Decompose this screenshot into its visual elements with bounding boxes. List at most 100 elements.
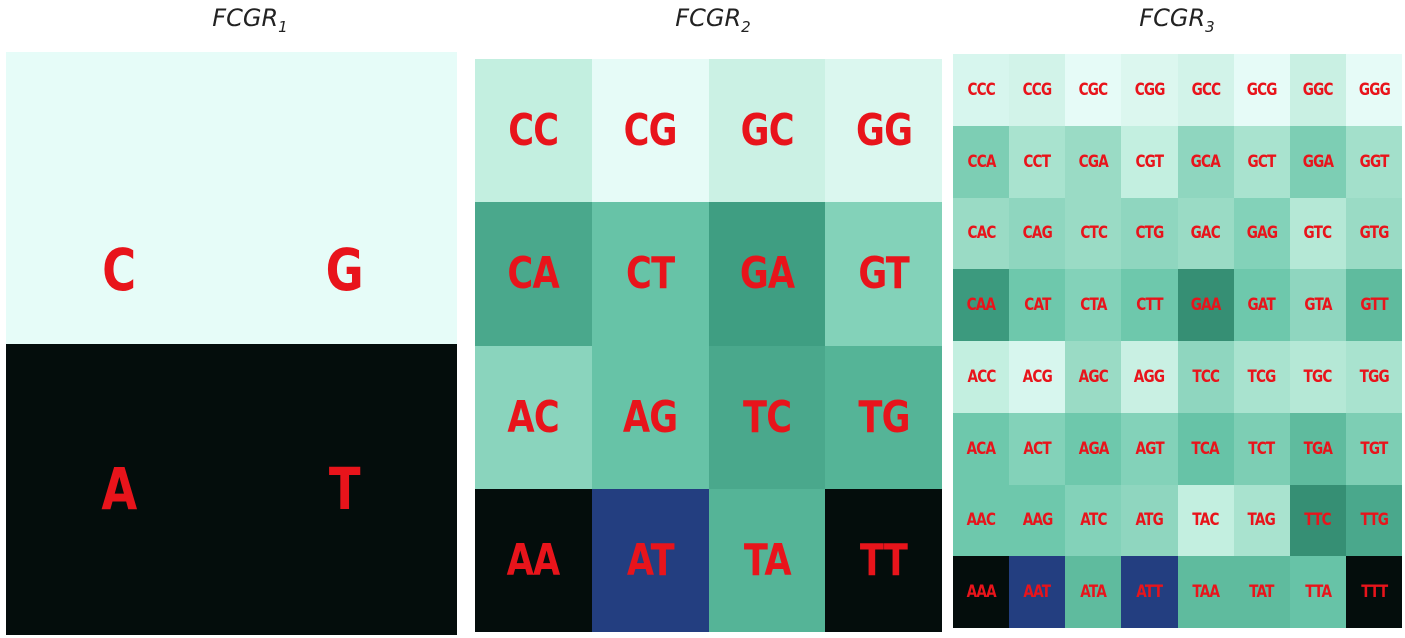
heatmap-cell-tcc: TCC <box>1177 341 1234 413</box>
cell-label-tgt: TGT <box>1360 438 1388 459</box>
cell-label-g: G <box>325 235 364 304</box>
heatmap-cell-gt: GT <box>825 202 942 346</box>
heatmap-cell-tgc: TGC <box>1289 341 1346 413</box>
cell-label-c: C <box>102 235 136 304</box>
cell-label-ctc: CTC <box>1079 223 1108 244</box>
cell-label-cat: CAT <box>1024 295 1051 316</box>
heatmap-cell-acc: ACC <box>953 341 1010 413</box>
heatmap-cell-gcc: GCC <box>1177 54 1234 126</box>
heatmap-cell-cac: CAC <box>953 197 1010 270</box>
heatmap-cell-tgt: TGT <box>1345 412 1402 485</box>
cell-label-aa: AA <box>506 534 561 586</box>
cell-label-gcc: GCC <box>1191 79 1221 100</box>
cell-label-ag: AG <box>622 391 678 443</box>
heatmap-cell-aca: ACA <box>953 412 1010 485</box>
fcgr2-title-text: FCGR <box>675 4 742 32</box>
cell-label-atc: ATC <box>1080 510 1107 531</box>
cell-label-cct: CCT <box>1023 151 1052 172</box>
heatmap-cell-ctc: CTC <box>1065 197 1122 270</box>
cell-label-ggc: GGC <box>1302 79 1334 100</box>
fcgr3-title: FCGR3 <box>1082 4 1272 36</box>
fcgr2-heatmap: CC CG GC GG CA CT GA GT AC AG TC TG AA AT TA TT <box>475 59 942 632</box>
cell-label-ctg: CTG <box>1135 223 1164 244</box>
cell-label-gta: GTA <box>1304 295 1332 316</box>
cell-label-cca: CCA <box>967 151 996 172</box>
cell-label-act: ACT <box>1023 438 1051 459</box>
heatmap-cell-cc: CC <box>475 59 592 203</box>
fcgr1-title-text: FCGR <box>212 4 279 32</box>
cell-label-ta: TA <box>743 534 791 586</box>
cell-label-tat: TAT <box>1249 582 1274 603</box>
fcgr2-title: FCGR2 <box>618 4 808 36</box>
heatmap-cell-gg: GG <box>825 59 942 203</box>
cell-label-tgc: TGC <box>1303 366 1333 387</box>
cell-label-aac: AAC <box>966 510 996 531</box>
cell-label-cg: CG <box>623 105 678 157</box>
cell-label-gga: GGA <box>1302 151 1334 172</box>
cell-label-acc: ACC <box>967 366 996 387</box>
heatmap-cell-tga: TGA <box>1289 412 1346 485</box>
heatmap-cell-gta: GTA <box>1289 269 1346 341</box>
cell-label-cac: CAC <box>967 223 996 244</box>
cell-label-aaa: AAA <box>966 582 996 603</box>
heatmap-cell-gtg: GTG <box>1345 197 1402 270</box>
heatmap-cell-cgc: CGC <box>1065 54 1122 126</box>
heatmap-cell-gag: GAG <box>1233 197 1290 270</box>
cell-label-tca: TCA <box>1191 438 1220 459</box>
cell-label-cgc: CGC <box>1078 79 1109 100</box>
cell-label-ata: ATA <box>1080 582 1107 603</box>
fcgr1-title: FCGR1 <box>155 4 345 36</box>
cell-label-ct: CT <box>626 248 675 300</box>
cell-label-atg: ATG <box>1135 510 1164 531</box>
heatmap-cell-gtc: GTC <box>1289 197 1346 270</box>
cell-label-cgg: CGG <box>1134 79 1165 100</box>
heatmap-cell-tca: TCA <box>1177 412 1234 485</box>
heatmap-cell-ccg: CCG <box>1009 54 1066 126</box>
cell-label-a: A <box>101 455 137 524</box>
heatmap-cell-aat: AAT <box>1009 556 1066 628</box>
heatmap-cell-agc: AGC <box>1065 341 1122 413</box>
fcgr3-title-subscript: 3 <box>1205 17 1215 36</box>
fcgr3-title-text: FCGR <box>1139 4 1206 32</box>
heatmap-cell-aa: AA <box>475 488 592 632</box>
cell-label-agg: AGG <box>1134 366 1165 387</box>
heatmap-cell-ga: GA <box>708 202 826 346</box>
heatmap-cell-act: ACT <box>1009 412 1066 485</box>
cell-label-aat: AAT <box>1023 582 1052 603</box>
heatmap-cell-aag: AAG <box>1009 484 1066 557</box>
heatmap-cell-cg: CG <box>591 59 709 203</box>
heatmap-cell-gat: GAT <box>1233 269 1290 341</box>
heatmap-cell-tg: TG <box>825 345 942 489</box>
fcgr3-heatmap: CCC CCG CGC CGG GCC GCG GGC GGG CCA CCT CGA CGT GCA G… <box>953 54 1402 628</box>
cell-label-gcg: GCG <box>1246 79 1278 100</box>
cell-label-tac: TAC <box>1192 510 1219 531</box>
heatmap-cell-cag: CAG <box>1009 197 1066 270</box>
cell-label-cta: CTA <box>1080 295 1107 316</box>
heatmap-cell-ccc: CCC <box>953 54 1010 126</box>
heatmap-cell-ata: ATA <box>1065 556 1122 628</box>
heatmap-cell-a: A <box>6 343 232 635</box>
cell-label-tcg: TCG <box>1247 366 1277 387</box>
heatmap-cell-gaa: GAA <box>1177 269 1234 341</box>
heatmap-cell-taa: TAA <box>1177 556 1234 628</box>
heatmap-cell-acg: ACG <box>1009 341 1066 413</box>
heatmap-cell-agt: AGT <box>1121 412 1178 485</box>
heatmap-cell-ac: AC <box>475 345 592 489</box>
cell-label-tg: TG <box>857 391 910 443</box>
cell-label-ga: GA <box>739 248 795 300</box>
cell-label-tag: TAG <box>1247 510 1276 531</box>
heatmap-cell-gc: GC <box>708 59 826 203</box>
heatmap-cell-caa: CAA <box>953 269 1010 341</box>
heatmap-cell-c: C <box>6 52 232 344</box>
cell-label-caa: CAA <box>966 295 996 316</box>
heatmap-cell-gct: GCT <box>1233 125 1290 198</box>
heatmap-cell-tac: TAC <box>1177 484 1234 557</box>
cell-label-gat: GAT <box>1247 295 1276 316</box>
cell-label-ttt: TTT <box>1360 582 1388 603</box>
cell-label-gc: GC <box>740 105 794 157</box>
heatmap-cell-ggt: GGT <box>1345 125 1402 198</box>
heatmap-cell-tct: TCT <box>1233 412 1290 485</box>
cell-label-tcc: TCC <box>1192 366 1220 387</box>
heatmap-cell-ctt: CTT <box>1121 269 1178 341</box>
cell-label-tta: TTA <box>1304 582 1332 603</box>
